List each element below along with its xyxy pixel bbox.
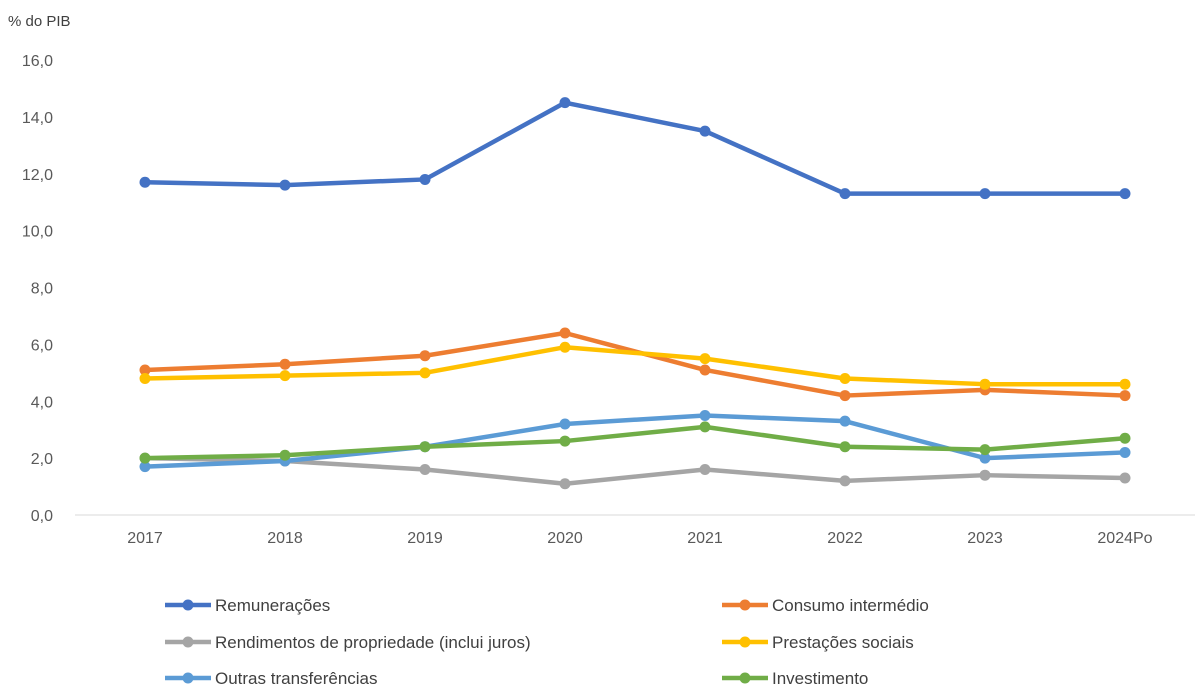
series-line — [142, 330, 1128, 398]
data-point — [699, 464, 711, 475]
legend-label: Outras transferências — [215, 669, 378, 686]
legend-item: Remunerações — [165, 596, 330, 615]
legend-marker — [182, 636, 194, 648]
y-tick-label: 10,0 — [22, 224, 53, 241]
series-line — [142, 344, 1128, 387]
legend-item: Prestações sociais — [722, 633, 914, 652]
y-tick-label: 8,0 — [31, 281, 53, 298]
legend-marker — [182, 672, 194, 684]
data-point — [839, 390, 851, 402]
legend-label: Prestações sociais — [772, 633, 914, 652]
data-point — [279, 358, 291, 370]
legend-marker — [739, 672, 751, 684]
legend-item: Investimento — [722, 669, 868, 686]
data-point — [699, 125, 711, 137]
data-point — [559, 435, 571, 447]
legend-marker — [739, 636, 751, 648]
y-axis-label: % do PIB — [8, 13, 71, 30]
x-axis-ticks: 2017 2018 2019 2020 2021 2022 2023 2024Po — [127, 530, 1152, 547]
data-point — [839, 475, 851, 487]
x-tick-label: 2019 — [407, 530, 443, 547]
legend: Remunerações Consumo intermédio Rendimento… — [165, 596, 929, 686]
x-tick-label: 2024Po — [1097, 530, 1152, 547]
y-axis-ticks: 0,0 2,0 4,0 6,0 8,0 10,0 12,0 14,0 16,0 — [22, 53, 53, 525]
data-point — [419, 441, 431, 453]
data-point — [839, 188, 851, 200]
data-point — [1119, 188, 1131, 200]
data-point — [279, 370, 291, 382]
data-point — [1119, 446, 1131, 458]
y-tick-label: 6,0 — [31, 337, 53, 354]
legend-label: Remunerações — [215, 596, 330, 615]
data-point — [279, 449, 291, 461]
series-group — [139, 409, 1131, 473]
y-tick-label: 14,0 — [22, 110, 53, 127]
series-lines — [139, 97, 1131, 490]
series-line — [142, 100, 1128, 196]
x-tick-label: 2017 — [127, 530, 163, 547]
data-point — [139, 452, 151, 464]
data-point — [419, 350, 431, 362]
y-tick-label: 0,0 — [31, 508, 53, 525]
data-point — [419, 464, 431, 475]
y-tick-label: 16,0 — [22, 53, 53, 70]
legend-marker — [182, 599, 194, 611]
data-point — [979, 378, 991, 390]
data-point — [279, 179, 291, 191]
data-point — [1119, 378, 1131, 390]
x-tick-label: 2018 — [267, 530, 303, 547]
data-point — [699, 421, 711, 433]
series-group — [139, 452, 1131, 490]
data-point — [699, 353, 711, 365]
legend-item: Outras transferências — [165, 669, 378, 686]
series-line — [142, 413, 1128, 469]
data-point — [559, 327, 571, 339]
data-point — [559, 97, 571, 109]
data-point — [979, 469, 991, 481]
series-group — [139, 341, 1131, 390]
data-point — [559, 478, 571, 490]
data-point — [839, 373, 851, 384]
data-point — [839, 441, 851, 453]
series-group — [139, 97, 1131, 200]
data-point — [979, 444, 991, 456]
y-tick-label: 4,0 — [31, 394, 53, 411]
data-point — [139, 364, 151, 376]
x-tick-label: 2020 — [547, 530, 583, 547]
data-point — [699, 409, 711, 421]
data-point — [419, 367, 431, 379]
data-point — [979, 188, 991, 200]
series-line — [142, 424, 1128, 461]
data-point — [839, 415, 851, 427]
legend-item: Consumo intermédio — [722, 596, 929, 615]
data-point — [559, 341, 571, 353]
legend-marker — [739, 599, 751, 611]
data-point — [139, 373, 151, 384]
x-tick-label: 2023 — [967, 530, 1003, 547]
data-point — [1119, 390, 1131, 402]
data-point — [979, 452, 991, 464]
data-point — [139, 461, 151, 473]
x-tick-label: 2021 — [687, 530, 723, 547]
data-point — [139, 176, 151, 188]
legend-label: Investimento — [772, 669, 868, 686]
series-group — [139, 421, 1131, 464]
data-point — [1119, 432, 1131, 444]
x-tick-label: 2022 — [827, 530, 863, 547]
legend-label: Rendimentos de propriedade (inclui juros… — [215, 633, 531, 652]
legend-label: Consumo intermédio — [772, 596, 929, 615]
data-point — [559, 418, 571, 430]
data-point — [419, 173, 431, 185]
data-point — [699, 364, 711, 376]
series-line — [142, 455, 1128, 486]
data-point — [1119, 472, 1131, 484]
y-tick-label: 2,0 — [31, 451, 53, 468]
series-group — [139, 327, 1131, 402]
y-tick-label: 12,0 — [22, 167, 53, 184]
legend-item: Rendimentos de propriedade (inclui juros… — [165, 633, 531, 652]
